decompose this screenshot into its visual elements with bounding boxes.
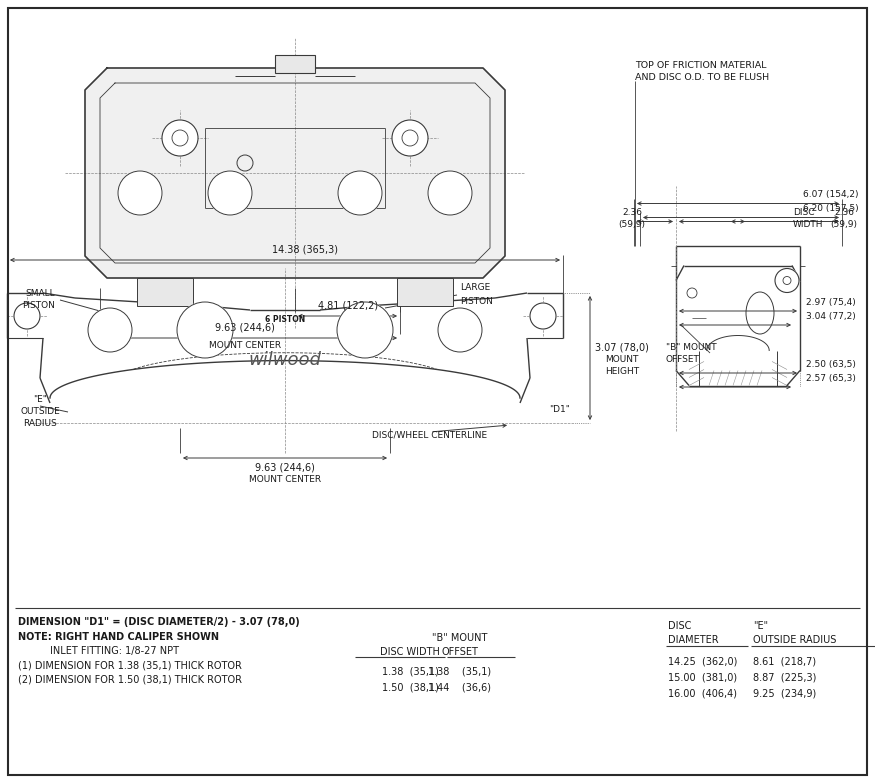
Text: 9.25  (234,9): 9.25 (234,9): [753, 688, 816, 698]
Text: 2.36: 2.36: [622, 208, 642, 217]
Text: 14.25  (362,0): 14.25 (362,0): [668, 656, 738, 666]
Text: DIAMETER: DIAMETER: [668, 635, 718, 645]
Text: OFFSET: OFFSET: [666, 355, 700, 365]
Text: (59,9): (59,9): [830, 220, 858, 229]
Text: RADIUS: RADIUS: [23, 420, 57, 428]
Text: DISC: DISC: [793, 208, 815, 217]
Text: "E": "E": [753, 621, 768, 631]
Text: MOUNT CENTER: MOUNT CENTER: [249, 474, 321, 483]
Text: 6.07 (154,2): 6.07 (154,2): [803, 190, 858, 199]
Text: OUTSIDE RADIUS: OUTSIDE RADIUS: [753, 635, 836, 645]
Text: 2.50 (63,5): 2.50 (63,5): [806, 359, 856, 369]
Text: 2.57 (65,3): 2.57 (65,3): [806, 373, 856, 383]
Text: "E": "E": [33, 395, 47, 405]
Text: DISC WIDTH: DISC WIDTH: [380, 647, 440, 657]
Text: 9.63 (244,6): 9.63 (244,6): [215, 323, 275, 333]
Circle shape: [118, 171, 162, 215]
Text: 8.61  (218,7): 8.61 (218,7): [753, 656, 816, 666]
Text: HEIGHT: HEIGHT: [605, 367, 639, 377]
Text: DISC: DISC: [668, 621, 691, 631]
Text: "B" MOUNT: "B" MOUNT: [432, 633, 487, 643]
Circle shape: [177, 302, 233, 358]
Text: OFFSET: OFFSET: [442, 647, 479, 657]
Text: 9.63 (244,6): 9.63 (244,6): [255, 462, 315, 472]
Circle shape: [88, 308, 132, 352]
Text: 2.97 (75,4): 2.97 (75,4): [806, 298, 856, 306]
Text: PISTON: PISTON: [460, 297, 493, 305]
Text: WIDTH: WIDTH: [793, 220, 823, 229]
Text: SMALL: SMALL: [25, 288, 55, 298]
Circle shape: [428, 171, 472, 215]
Bar: [137, 278, 193, 306]
Circle shape: [530, 303, 556, 329]
Text: PISTON: PISTON: [22, 301, 55, 311]
Text: DIMENSION "D1" = (DISC DIAMETER/2) - 3.07 (78,0): DIMENSION "D1" = (DISC DIAMETER/2) - 3.0…: [18, 617, 300, 627]
Text: LARGE: LARGE: [460, 283, 490, 293]
Bar: [397, 278, 453, 306]
Text: 16.00  (406,4): 16.00 (406,4): [668, 688, 737, 698]
Text: 1.38  (35,1): 1.38 (35,1): [382, 667, 438, 677]
Text: "B" MOUNT: "B" MOUNT: [666, 342, 717, 352]
Circle shape: [14, 303, 40, 329]
Polygon shape: [85, 68, 505, 278]
Circle shape: [208, 171, 252, 215]
Text: 1.44    (36,6): 1.44 (36,6): [429, 683, 492, 693]
Ellipse shape: [746, 292, 774, 334]
Text: 4.81 (122,2): 4.81 (122,2): [318, 301, 378, 311]
Text: (59,9): (59,9): [619, 220, 646, 229]
Circle shape: [775, 269, 799, 293]
Text: MOUNT: MOUNT: [606, 355, 639, 365]
Circle shape: [162, 120, 198, 156]
Text: MOUNT CENTER: MOUNT CENTER: [209, 341, 281, 351]
Text: "D1": "D1": [550, 406, 570, 414]
Text: (2) DIMENSION FOR 1.50 (38,1) THICK ROTOR: (2) DIMENSION FOR 1.50 (38,1) THICK ROTO…: [18, 675, 242, 685]
Circle shape: [338, 171, 382, 215]
Circle shape: [438, 308, 482, 352]
Text: wilwood: wilwood: [248, 351, 321, 369]
Text: TOP OF FRICTION MATERIAL: TOP OF FRICTION MATERIAL: [635, 60, 766, 70]
Text: OUTSIDE: OUTSIDE: [20, 407, 60, 417]
Text: 2.36: 2.36: [834, 208, 854, 217]
Text: (1) DIMENSION FOR 1.38 (35,1) THICK ROTOR: (1) DIMENSION FOR 1.38 (35,1) THICK ROTO…: [18, 661, 242, 671]
Text: 8.87  (225,3): 8.87 (225,3): [753, 672, 816, 682]
Text: 3.04 (77,2): 3.04 (77,2): [806, 312, 856, 320]
Bar: [275, 55, 315, 73]
Text: NOTE: RIGHT HAND CALIPER SHOWN: NOTE: RIGHT HAND CALIPER SHOWN: [18, 632, 219, 642]
Text: 6.20 (157,5): 6.20 (157,5): [803, 204, 858, 213]
Circle shape: [337, 302, 393, 358]
Circle shape: [392, 120, 428, 156]
Text: INLET FITTING: 1/8-27 NPT: INLET FITTING: 1/8-27 NPT: [50, 646, 179, 656]
Text: AND DISC O.D. TO BE FLUSH: AND DISC O.D. TO BE FLUSH: [635, 73, 769, 81]
Text: 14.38 (365,3): 14.38 (365,3): [272, 244, 338, 254]
Text: 1.38    (35,1): 1.38 (35,1): [429, 667, 492, 677]
Text: 15.00  (381,0): 15.00 (381,0): [668, 672, 737, 682]
Text: DISC/WHEEL CENTERLINE: DISC/WHEEL CENTERLINE: [373, 431, 487, 439]
Text: 3.07 (78,0): 3.07 (78,0): [595, 343, 649, 353]
Text: 1.50  (38,1): 1.50 (38,1): [382, 683, 438, 693]
Text: 6 PISTON: 6 PISTON: [265, 316, 305, 324]
